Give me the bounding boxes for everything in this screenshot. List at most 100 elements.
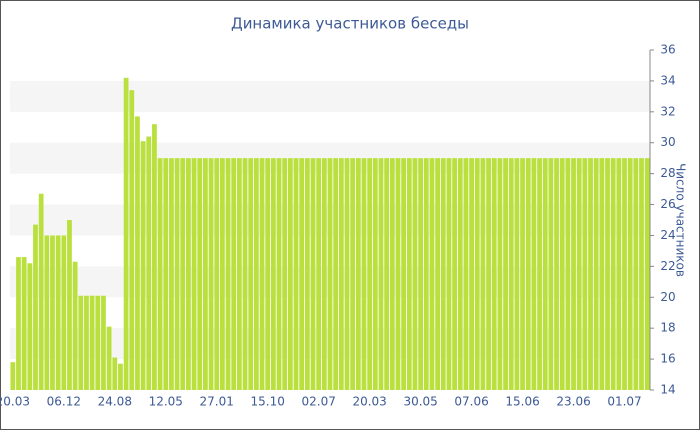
bar xyxy=(616,158,622,390)
bar xyxy=(33,224,38,390)
bar xyxy=(95,295,101,390)
bar xyxy=(429,158,435,390)
bar xyxy=(287,158,293,390)
y-tick-label: 34 xyxy=(660,73,675,87)
bar xyxy=(174,158,180,390)
y-axis-label: Число участников xyxy=(674,163,688,277)
bar xyxy=(50,235,55,390)
bar xyxy=(457,158,463,390)
y-tick-label: 18 xyxy=(660,321,675,335)
bar xyxy=(27,263,33,390)
bar xyxy=(423,158,429,390)
bar xyxy=(593,158,599,390)
grid-band xyxy=(10,80,650,112)
y-tick-label: 32 xyxy=(660,104,675,118)
y-tick-label: 28 xyxy=(660,166,675,180)
bar xyxy=(474,158,480,390)
bar xyxy=(191,158,197,390)
bar xyxy=(599,158,605,390)
x-tick-label: 06.12 xyxy=(47,395,81,409)
bar xyxy=(514,158,520,390)
bar xyxy=(469,158,474,390)
bar xyxy=(304,158,310,390)
bar xyxy=(146,136,152,390)
y-tick-label: 14 xyxy=(660,383,675,397)
bar xyxy=(208,158,214,390)
bar xyxy=(406,158,412,390)
bar xyxy=(350,158,356,390)
bar xyxy=(537,158,542,390)
bar xyxy=(55,235,61,390)
bar xyxy=(10,362,16,390)
bar xyxy=(163,158,169,390)
x-tick-label: 20.03 xyxy=(0,395,30,409)
bar xyxy=(520,158,525,390)
bar xyxy=(72,261,78,390)
bar xyxy=(582,158,588,390)
bar xyxy=(508,158,514,390)
bar xyxy=(389,158,395,390)
bar xyxy=(548,158,554,390)
y-tick-label: 22 xyxy=(660,259,675,273)
bar xyxy=(627,158,633,390)
bar xyxy=(480,158,486,390)
bar xyxy=(463,158,469,390)
bar xyxy=(270,158,276,390)
bar xyxy=(639,158,644,390)
bar xyxy=(265,158,271,390)
y-tick-label: 16 xyxy=(660,352,675,366)
bar xyxy=(140,141,146,390)
bar xyxy=(633,158,639,390)
bar xyxy=(299,158,305,390)
bar xyxy=(327,158,333,390)
bar xyxy=(282,158,288,390)
bar xyxy=(310,158,316,390)
y-tick-label: 30 xyxy=(660,135,675,149)
bar xyxy=(565,158,571,390)
bar xyxy=(531,158,537,390)
x-tick-label: 23.06 xyxy=(556,395,590,409)
bar xyxy=(576,158,582,390)
bar xyxy=(491,158,497,390)
bar xyxy=(571,158,576,390)
bar xyxy=(135,116,140,391)
bar xyxy=(412,158,418,390)
bar xyxy=(503,158,508,390)
bar xyxy=(101,295,106,390)
bar xyxy=(106,326,112,390)
bar xyxy=(446,158,452,390)
bar xyxy=(157,158,163,390)
bar xyxy=(259,158,265,390)
bar xyxy=(372,158,378,390)
bar xyxy=(395,158,401,390)
bar xyxy=(16,257,21,390)
bar xyxy=(588,158,593,390)
bar xyxy=(525,158,531,390)
bar xyxy=(344,158,350,390)
x-tick-label: 02.07 xyxy=(301,395,335,409)
bar xyxy=(378,158,384,390)
bar xyxy=(401,158,407,390)
bar xyxy=(622,158,627,390)
chart-title: Динамика участников беседы xyxy=(231,15,469,33)
bar xyxy=(497,158,503,390)
bar xyxy=(542,158,548,390)
y-tick-label: 26 xyxy=(660,197,675,211)
bar xyxy=(338,158,344,390)
bar xyxy=(21,257,27,390)
bar xyxy=(44,235,50,390)
bar xyxy=(220,158,225,390)
bar xyxy=(384,158,390,390)
bar xyxy=(276,158,282,390)
bar xyxy=(355,158,361,390)
x-tick-label: 07.06 xyxy=(454,395,488,409)
bar xyxy=(361,158,367,390)
bar xyxy=(316,158,322,390)
bar xyxy=(452,158,457,390)
bar xyxy=(333,158,339,390)
bar xyxy=(214,158,220,390)
bar xyxy=(367,158,373,390)
y-tick-label: 36 xyxy=(660,43,675,57)
x-tick-label: 12.05 xyxy=(149,395,183,409)
bar xyxy=(67,220,72,390)
